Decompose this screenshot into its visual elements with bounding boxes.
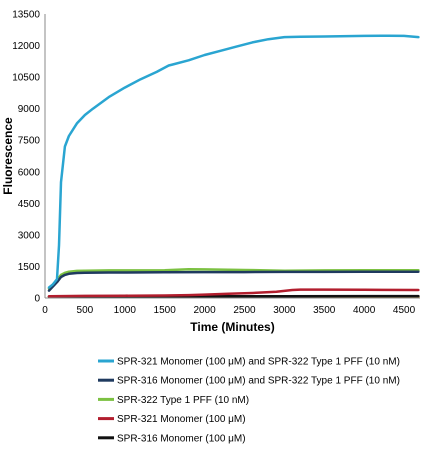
- legend-entry-label: SPR-316 Monomer (100 μM) and SPR-322 Typ…: [117, 376, 400, 387]
- y-tick-label: 13500: [12, 10, 40, 21]
- legend-entry-label: SPR-322 Type 1 PFF (10 nM): [117, 395, 249, 406]
- plot-area: [47, 34, 420, 299]
- series-line-3: [47, 288, 420, 298]
- x-tick-label: 2500: [233, 305, 256, 316]
- y-tick-labels: 0 1500 3000 4500 6000 7500 9000 10500 12000 13500: [12, 10, 40, 305]
- y-tick-label: 6000: [18, 167, 41, 178]
- x-tick-label: 3500: [313, 305, 336, 316]
- y-tick-label: 12000: [12, 41, 40, 52]
- y-tick-label: 3000: [18, 230, 41, 241]
- legend: SPR-321 Monomer (100 μM) and SPR-322 Typ…: [98, 357, 400, 444]
- legend-entry-label: SPR-321 Monomer (100 μM) and SPR-322 Typ…: [117, 357, 400, 368]
- y-tick-label: 0: [34, 294, 40, 305]
- x-tick-label: 500: [77, 305, 94, 316]
- series-line-0: [47, 34, 420, 289]
- legend-entry-label: SPR-316 Monomer (100 μM): [117, 433, 246, 444]
- x-tick-labels: 0 500 1000 1500 2000 2500 3000 3500 4000 4500: [42, 305, 415, 316]
- x-tick-label: 2000: [193, 305, 216, 316]
- x-tick-label: 4500: [393, 305, 416, 316]
- x-tick-label: 3000: [273, 305, 296, 316]
- x-tick-label: 0: [42, 305, 48, 316]
- x-tick-label: 1000: [114, 305, 137, 316]
- x-tick-label: 4000: [353, 305, 376, 316]
- x-axis-title: Time (Minutes): [190, 320, 274, 334]
- y-tick-label: 7500: [18, 136, 41, 147]
- x-tick-label: 1500: [154, 305, 177, 316]
- y-tick-label: 4500: [18, 199, 41, 210]
- y-tick-label: 1500: [18, 262, 41, 273]
- y-axis-title: Fluorescence: [1, 117, 15, 195]
- series-line-1: [47, 270, 420, 292]
- y-tick-label: 10500: [12, 73, 40, 84]
- y-tick-label: 9000: [18, 104, 41, 115]
- legend-entry-label: SPR-321 Monomer (100 μM): [117, 414, 246, 425]
